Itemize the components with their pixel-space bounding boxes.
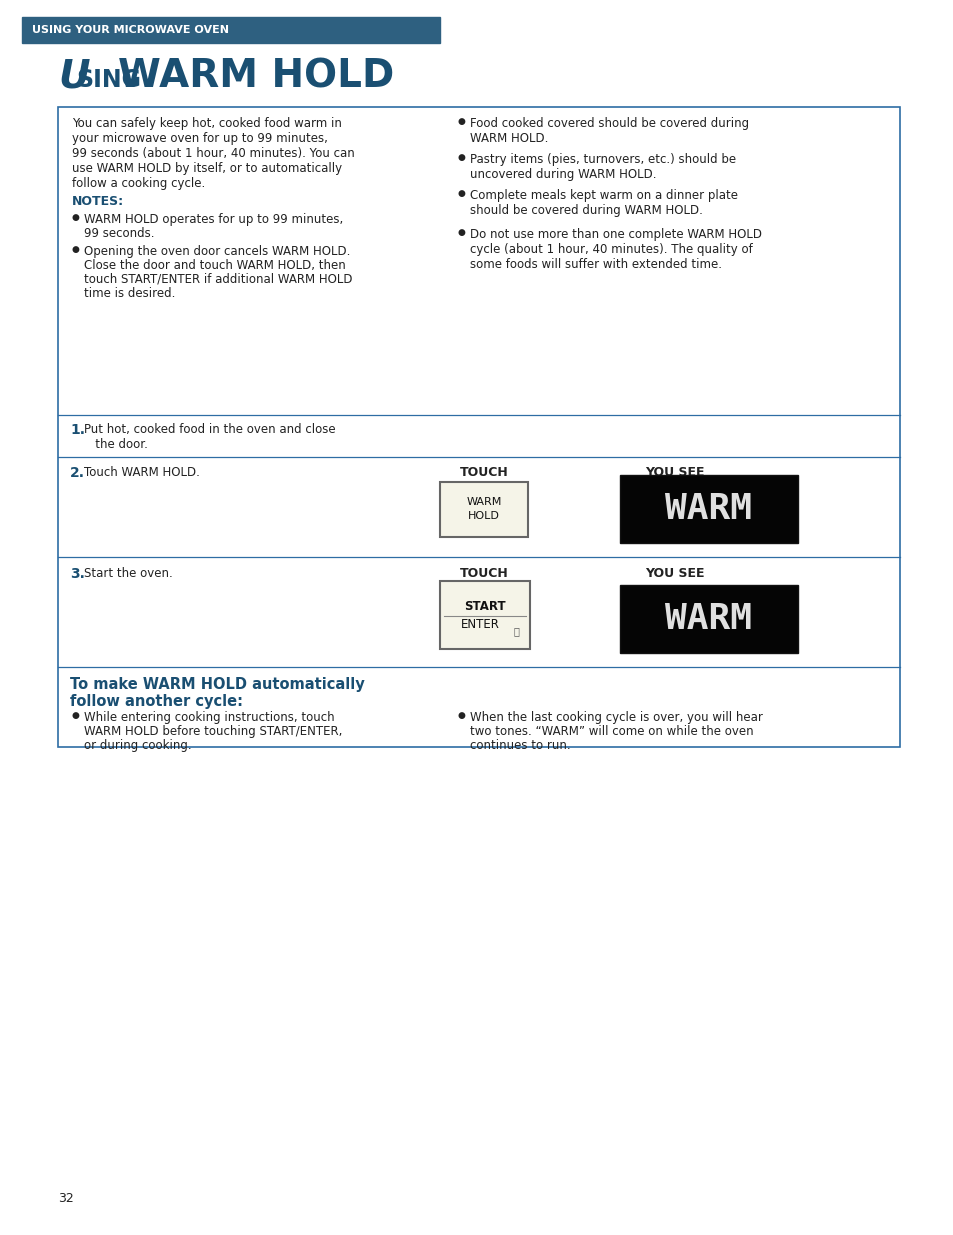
Text: uncovered during WARM HOLD.: uncovered during WARM HOLD.	[470, 168, 656, 182]
Bar	[439, 580, 530, 650]
Text: ●: ●	[71, 212, 80, 222]
Text: WARM HOLD operates for up to 99 minutes,: WARM HOLD operates for up to 99 minutes,	[84, 212, 343, 226]
Text: 1.: 1.	[70, 424, 85, 437]
Text: two tones. “WARM” will come on while the oven: two tones. “WARM” will come on while the…	[470, 725, 753, 739]
Text: Start the oven.: Start the oven.	[84, 567, 172, 580]
Bar	[58, 107, 899, 747]
Text: ●: ●	[71, 711, 80, 720]
Text: SING: SING	[76, 68, 141, 91]
Text: your microwave oven for up to 99 minutes,: your microwave oven for up to 99 minutes…	[71, 132, 328, 144]
Text: USING YOUR MICROWAVE OVEN: USING YOUR MICROWAVE OVEN	[32, 25, 229, 35]
Text: When the last cooking cycle is over, you will hear: When the last cooking cycle is over, you…	[470, 711, 762, 724]
Text: U: U	[58, 58, 90, 96]
Text: ENTER: ENTER	[460, 619, 499, 631]
Text: NOTES:: NOTES:	[71, 195, 124, 207]
Text: You can safely keep hot, cooked food warm in: You can safely keep hot, cooked food war…	[71, 117, 341, 130]
Text: WARM HOLD.: WARM HOLD.	[470, 132, 548, 144]
Bar	[619, 475, 797, 543]
Text: ●: ●	[457, 189, 465, 198]
Text: Opening the oven door cancels WARM HOLD.: Opening the oven door cancels WARM HOLD.	[84, 245, 350, 258]
Text: TOUCH: TOUCH	[459, 466, 508, 479]
Text: WARM HOLD: WARM HOLD	[118, 58, 394, 96]
Text: TOUCH: TOUCH	[459, 567, 508, 580]
Text: ●: ●	[457, 117, 465, 126]
Text: Complete meals kept warm on a dinner plate: Complete meals kept warm on a dinner pla…	[470, 189, 738, 203]
Text: Close the door and touch WARM HOLD, then: Close the door and touch WARM HOLD, then	[84, 259, 345, 272]
Text: Pastry items (pies, turnovers, etc.) should be: Pastry items (pies, turnovers, etc.) sho…	[470, 153, 736, 165]
Text: Food cooked covered should be covered during: Food cooked covered should be covered du…	[470, 117, 748, 130]
Text: the door.: the door.	[84, 438, 148, 451]
Text: 99 seconds (about 1 hour, 40 minutes). You can: 99 seconds (about 1 hour, 40 minutes). Y…	[71, 147, 355, 161]
Text: ●: ●	[71, 245, 80, 254]
Bar	[619, 585, 797, 653]
Text: WARM
HOLD: WARM HOLD	[466, 496, 501, 521]
Bar	[22, 17, 439, 43]
Text: WARM: WARM	[665, 492, 752, 526]
Text: YOU SEE: YOU SEE	[644, 466, 703, 479]
Text: Do not use more than one complete WARM HOLD: Do not use more than one complete WARM H…	[470, 228, 761, 241]
Text: ●: ●	[457, 153, 465, 162]
Text: 2.: 2.	[70, 466, 85, 480]
Text: 32: 32	[58, 1192, 73, 1205]
Text: follow a cooking cycle.: follow a cooking cycle.	[71, 177, 205, 190]
Text: ●: ●	[457, 228, 465, 237]
Text: ⚿: ⚿	[513, 626, 518, 636]
Text: or during cooking.: or during cooking.	[84, 739, 192, 752]
Text: Touch WARM HOLD.: Touch WARM HOLD.	[84, 466, 200, 479]
Text: START: START	[464, 600, 505, 614]
Text: While entering cooking instructions, touch: While entering cooking instructions, tou…	[84, 711, 335, 724]
Text: continues to run.: continues to run.	[470, 739, 570, 752]
Text: To make WARM HOLD automatically: To make WARM HOLD automatically	[70, 677, 364, 692]
Text: cycle (about 1 hour, 40 minutes). The quality of: cycle (about 1 hour, 40 minutes). The qu…	[470, 243, 752, 256]
Text: WARM HOLD before touching START/ENTER,: WARM HOLD before touching START/ENTER,	[84, 725, 342, 739]
Text: ●: ●	[457, 711, 465, 720]
Bar	[439, 482, 527, 537]
Text: touch START/ENTER if additional WARM HOLD: touch START/ENTER if additional WARM HOL…	[84, 273, 352, 287]
Text: 3.: 3.	[70, 567, 85, 580]
Text: should be covered during WARM HOLD.: should be covered during WARM HOLD.	[470, 204, 702, 217]
Text: some foods will suffer with extended time.: some foods will suffer with extended tim…	[470, 258, 721, 270]
Text: Put hot, cooked food in the oven and close: Put hot, cooked food in the oven and clo…	[84, 424, 335, 436]
Text: YOU SEE: YOU SEE	[644, 567, 703, 580]
Text: follow another cycle:: follow another cycle:	[70, 694, 243, 709]
Text: WARM: WARM	[665, 601, 752, 636]
Text: 99 seconds.: 99 seconds.	[84, 227, 154, 240]
Text: use WARM HOLD by itself, or to automatically: use WARM HOLD by itself, or to automatic…	[71, 162, 342, 175]
Text: time is desired.: time is desired.	[84, 287, 175, 300]
